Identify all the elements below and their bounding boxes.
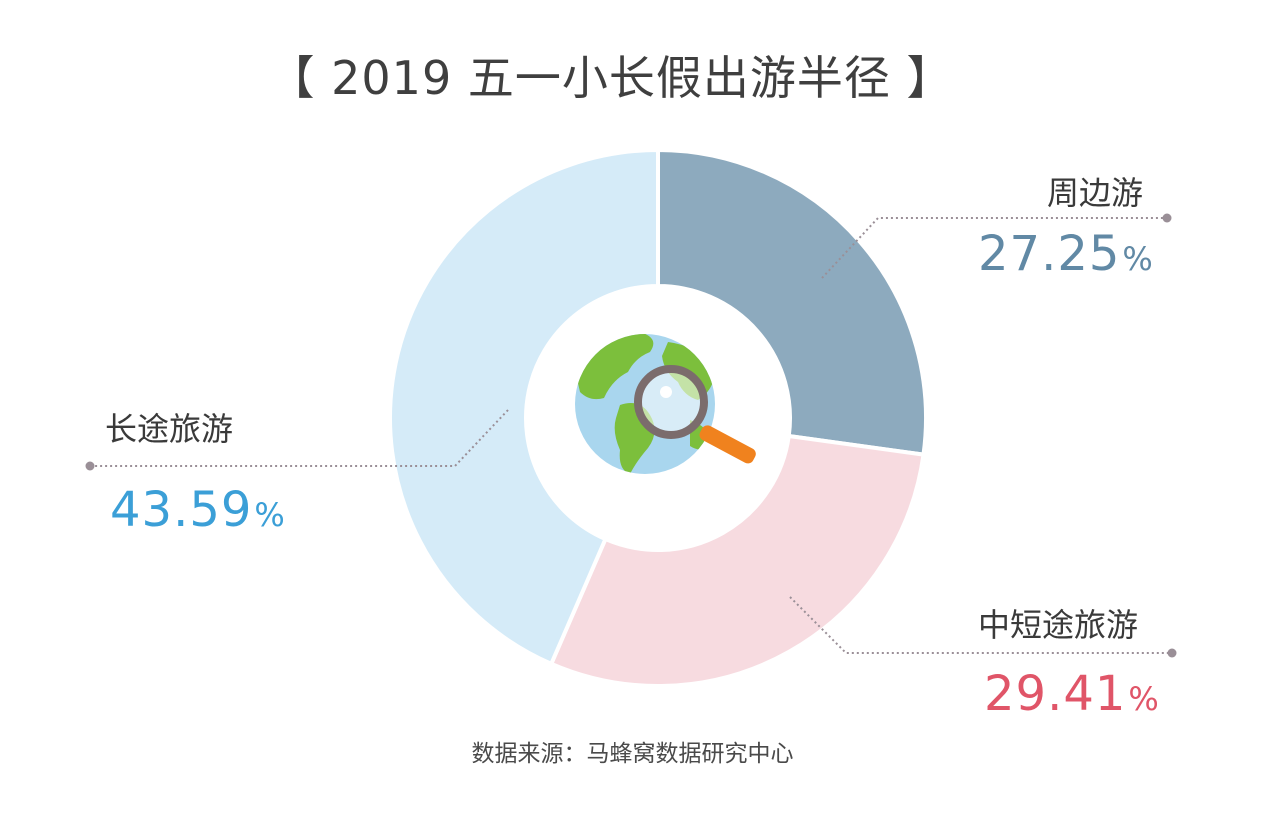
label-value-长途旅游: 43.59% [110,482,286,538]
globe-magnifier-icon [575,334,756,474]
donut-slices [388,147,928,688]
value-unit: % [1128,680,1160,718]
donut-slice-周边游 [656,147,928,457]
leader-dot-周边游 [1162,213,1172,223]
leader-lines [85,213,1177,658]
leader-dot-中短途旅游 [1167,648,1177,658]
value-number: 27.25 [978,226,1121,282]
label-name-长途旅游: 长途旅游 [105,410,234,448]
label-value-周边游: 27.25% [978,226,1154,282]
leader-line-中短途旅游 [789,596,1172,654]
donut-slice-长途旅游 [388,147,660,667]
chart-title: 【 2019 五一小长假出游半径 】 [268,51,954,105]
leader-line-长途旅游 [90,409,509,467]
label-name-周边游: 周边游 [1047,174,1144,212]
value-unit: % [1122,240,1154,278]
value-number: 29.41 [984,666,1127,722]
data-source-note: 数据来源：马蜂窝数据研究中心 [471,741,794,767]
label-name-中短途旅游: 中短途旅游 [978,606,1139,644]
leader-dot-长途旅游 [85,461,95,471]
value-unit: % [254,496,286,534]
value-number: 43.59 [110,482,253,538]
donut-slice-中短途旅游 [548,433,926,688]
label-value-中短途旅游: 29.41% [984,666,1160,722]
